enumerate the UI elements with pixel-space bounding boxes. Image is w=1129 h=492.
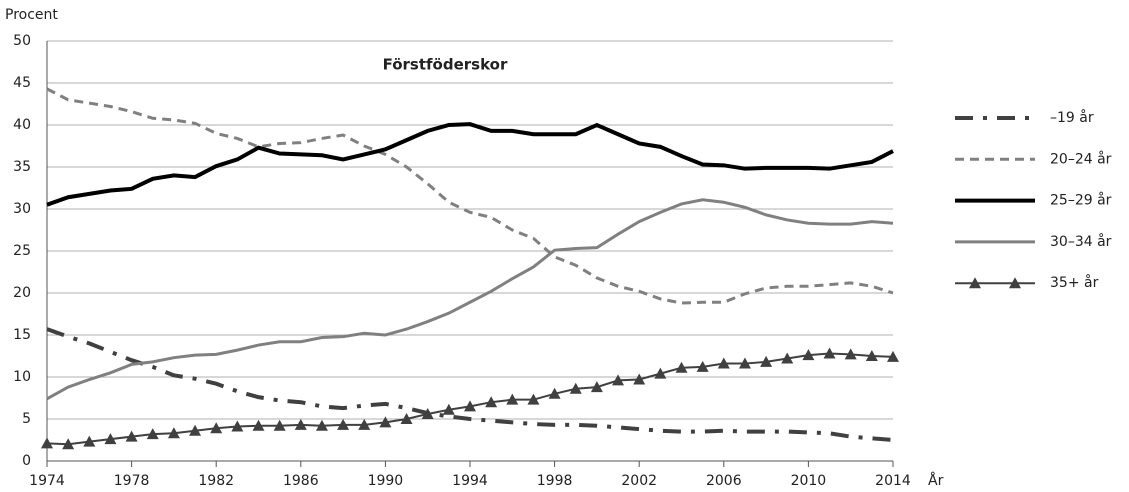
y-tick-label: 45 — [13, 75, 31, 91]
point-marker — [717, 357, 730, 369]
point-marker — [887, 350, 899, 362]
point-marker — [421, 407, 434, 419]
series-line — [46, 87, 894, 305]
y-tick-label: 10 — [13, 369, 31, 385]
point-marker — [273, 419, 286, 431]
y-tick-label: 5 — [22, 411, 31, 427]
x-axis-label: År — [928, 472, 944, 489]
point-marker — [675, 361, 688, 373]
legend-label: 20–24 år — [1050, 150, 1112, 167]
point-marker — [210, 422, 223, 434]
legend-label: 35+ år — [1050, 274, 1099, 291]
y-tick-label: 35 — [13, 159, 31, 175]
y-tick-label: 25 — [13, 243, 31, 259]
y-tick-label: 20 — [13, 285, 31, 301]
point-marker — [189, 424, 202, 436]
point-marker — [294, 418, 307, 430]
point-marker — [865, 350, 878, 361]
point-marker — [464, 400, 476, 412]
point-marker — [358, 418, 371, 430]
y-tick-label: 50 — [13, 33, 31, 49]
point-marker — [379, 416, 392, 428]
point-marker — [125, 430, 138, 442]
point-marker — [62, 438, 75, 450]
point-marker — [337, 418, 350, 430]
point-marker — [569, 382, 582, 394]
point-marker — [760, 355, 773, 367]
series-line — [46, 198, 894, 401]
point-marker — [485, 396, 498, 408]
y-tick-label: 15 — [13, 327, 31, 343]
y-tick-label: 0 — [22, 453, 31, 469]
y-tick-label: 40 — [13, 117, 31, 133]
point-marker — [590, 381, 603, 393]
legend-label: 30–34 år — [1050, 233, 1112, 250]
point-marker — [738, 357, 751, 369]
point-marker — [231, 420, 244, 432]
y-tick-label: 30 — [13, 201, 31, 217]
point-marker — [612, 374, 625, 386]
point-marker — [104, 433, 117, 445]
point-marker — [400, 413, 413, 424]
chart-title: Förstföderskor — [383, 56, 508, 74]
point-marker — [548, 387, 561, 399]
series-line — [46, 122, 894, 207]
point-marker — [252, 419, 265, 431]
legend-marker — [969, 277, 981, 289]
legend-label: –19 år — [1050, 109, 1094, 126]
point-marker — [654, 367, 667, 379]
x-tick-label: 1990 — [368, 473, 404, 489]
legend-label: 25–29 år — [1050, 192, 1112, 209]
point-marker — [167, 427, 180, 439]
point-marker — [802, 349, 815, 361]
series-line — [46, 327, 894, 442]
point-marker — [442, 403, 455, 415]
point-marker — [696, 360, 709, 372]
x-tick-label: 1982 — [198, 473, 234, 489]
point-marker — [315, 419, 328, 431]
x-tick-label: 1986 — [283, 473, 319, 489]
x-tick-label: 1998 — [537, 473, 573, 489]
point-marker — [633, 373, 646, 385]
point-marker — [527, 393, 540, 405]
point-marker — [146, 428, 159, 440]
point-marker — [823, 347, 836, 359]
x-tick-label: 1974 — [29, 473, 65, 489]
point-marker — [83, 435, 96, 447]
point-marker — [506, 393, 519, 405]
y-axis-label: Procent — [5, 7, 58, 23]
x-tick-label: 2010 — [791, 473, 827, 489]
x-tick-label: 2002 — [621, 473, 657, 489]
legend-marker — [1009, 277, 1021, 289]
point-marker — [844, 348, 857, 360]
x-tick-label: 2006 — [706, 473, 742, 489]
x-tick-label: 2014 — [875, 473, 911, 489]
point-marker — [41, 437, 53, 449]
x-tick-label: 1978 — [114, 473, 150, 489]
point-marker — [781, 352, 794, 364]
x-tick-label: 1994 — [452, 473, 488, 489]
